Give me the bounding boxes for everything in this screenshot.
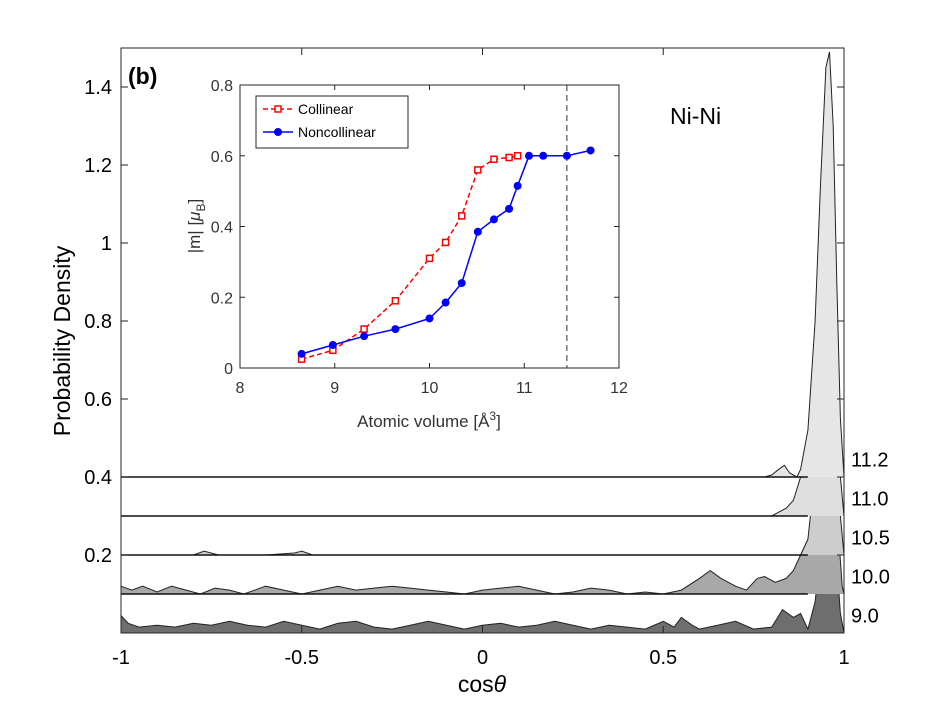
inset-x-axis-label-sup: 3 xyxy=(489,409,496,423)
inset-ticks-layer: 8 9 10 11 12 0 0.2 0.4 0.6 0.8 xyxy=(211,78,628,397)
main-x-tick-label: 1 xyxy=(838,647,849,669)
inset-point-noncollinear xyxy=(441,298,450,307)
inset-point-noncollinear xyxy=(360,332,369,341)
inset-line-collinear xyxy=(301,155,518,360)
inset-y-tick-label: 0.2 xyxy=(211,290,233,307)
inset-point-noncollinear xyxy=(524,151,533,160)
main-y-axis-label: Probability Density xyxy=(49,245,75,436)
inset-point-noncollinear xyxy=(489,215,498,224)
main-x-axis-label-theta: θ xyxy=(494,671,507,697)
legend-collinear-label: Collinear xyxy=(298,101,354,117)
legend-box xyxy=(255,95,409,149)
legend-collinear-marker xyxy=(274,105,282,113)
inset-y-axis-label-mu: μ xyxy=(185,211,204,222)
series-labels-layer: 9.0 10.0 10.5 11.0 11.2 xyxy=(851,449,890,627)
inset-y-axis-label-sub: B xyxy=(194,203,208,211)
inset-point-noncollinear xyxy=(513,181,522,190)
main-y-tick-label: 0.8 xyxy=(84,311,112,333)
main-y-tick-label: 0.4 xyxy=(84,467,112,489)
main-y-tick-label: 1.2 xyxy=(84,155,112,177)
series-label-10-0: 10.0 xyxy=(851,566,890,588)
inset-x-tick-label: 10 xyxy=(421,380,439,397)
main-y-tick-label: 1.4 xyxy=(84,77,112,99)
inset-point-collinear xyxy=(505,153,513,162)
inset-point-noncollinear xyxy=(297,349,306,358)
inset-point-noncollinear xyxy=(473,227,482,236)
inset-x-tick-label: 11 xyxy=(516,380,533,397)
main-x-tick-label: 0 xyxy=(477,647,488,669)
inset-point-collinear xyxy=(474,166,482,174)
inset-series-layer xyxy=(297,85,595,368)
main-y-tick-label: 0.2 xyxy=(84,545,112,567)
inset-y-tick-label: 0 xyxy=(224,361,233,378)
main-x-tick-label: -1 xyxy=(112,647,130,669)
inset-point-collinear xyxy=(441,238,450,247)
inset-y-tick-label: 0.6 xyxy=(211,149,233,166)
main-x-tick-label: 0.5 xyxy=(649,647,677,669)
inset-x-tick-label: 8 xyxy=(236,380,245,397)
inset-y-tick-label: 0.8 xyxy=(211,78,233,95)
inset-y-axis-label: |m| [μB] xyxy=(185,199,208,254)
inset-point-collinear xyxy=(513,152,522,160)
inset-x-axis-label-prefix: Atomic volume [Å xyxy=(357,412,490,431)
main-x-axis-label: cosθ xyxy=(458,671,507,697)
inset-y-axis-label-prefix: |m| [ xyxy=(185,221,204,254)
main-ticks-layer: -1 -0.5 0 0.5 1 0.2 0.4 0.6 0.8 1 1.2 1.4 xyxy=(84,48,850,669)
inset-y-tick-label: 0.4 xyxy=(211,220,233,237)
inset-point-noncollinear xyxy=(586,146,595,155)
inset-point-noncollinear xyxy=(539,151,548,160)
inset-point-noncollinear xyxy=(457,279,466,288)
legend: Collinear Noncollinear xyxy=(255,95,409,149)
legend-noncollinear-marker xyxy=(274,128,282,136)
inset-point-noncollinear xyxy=(391,325,400,334)
panel-label: (b) xyxy=(128,63,157,89)
inset-y-axis-label-suffix: ] xyxy=(185,199,204,204)
inset-point-noncollinear xyxy=(562,151,571,160)
inset-x-tick-label: 12 xyxy=(610,380,628,397)
inset-point-collinear xyxy=(457,212,466,220)
main-x-tick-label: -0.5 xyxy=(285,647,319,669)
inset-point-noncollinear xyxy=(425,314,434,323)
inset-point-collinear xyxy=(425,254,434,263)
series-label-10-5: 10.5 xyxy=(851,527,890,549)
density-outline-9-0 xyxy=(120,449,845,634)
annotation-ni-ni: Ni-Ni xyxy=(670,103,721,129)
main-y-tick-label: 1 xyxy=(101,233,112,255)
legend-noncollinear-label: Noncollinear xyxy=(298,124,376,140)
main-x-axis-label-prefix: cos xyxy=(458,671,494,697)
inset-point-noncollinear xyxy=(328,341,337,350)
series-label-11-2: 11.2 xyxy=(851,449,888,471)
inset-point-noncollinear xyxy=(505,204,514,213)
inset-x-axis-label: Atomic volume [Å3] xyxy=(357,409,501,431)
inset-point-collinear xyxy=(490,155,498,164)
main-y-tick-label: 0.6 xyxy=(84,389,112,411)
main-series-layer xyxy=(120,51,845,634)
inset-x-axis-label-suffix: ] xyxy=(496,412,501,431)
series-label-9-0: 9.0 xyxy=(851,605,879,627)
inset-point-collinear xyxy=(391,297,400,305)
series-label-11-0: 11.0 xyxy=(851,488,888,510)
inset-x-tick-label: 9 xyxy=(330,380,339,397)
inset-point-collinear xyxy=(360,325,368,333)
density-outline-11-2 xyxy=(121,51,845,478)
